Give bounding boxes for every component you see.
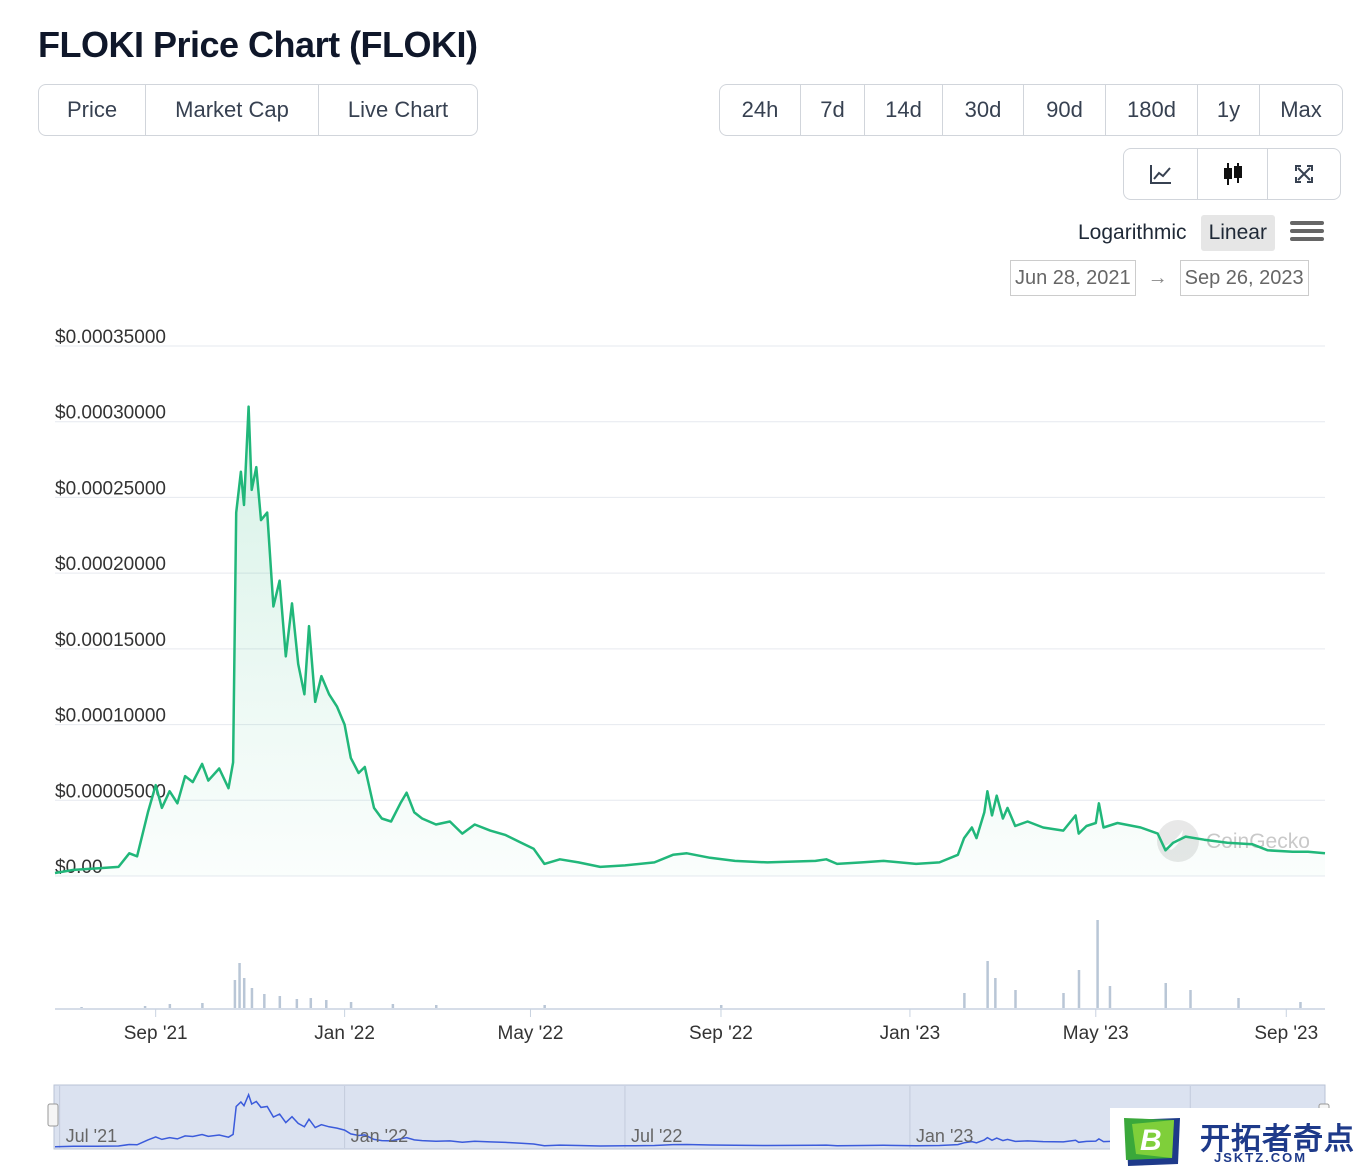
volume-bar	[250, 988, 254, 1008]
y-tick-label: $0.00005000	[55, 781, 166, 802]
y-tick-label: $0.00020000	[55, 554, 166, 575]
range-90d[interactable]: 90d	[1024, 85, 1106, 135]
volume-bar	[963, 993, 966, 1008]
date-to-input[interactable]: Sep 26, 2023	[1179, 260, 1309, 296]
y-tick-label: $0.00035000	[55, 327, 166, 348]
volume-bar	[391, 1004, 395, 1008]
x-tick-label: Jan '23	[880, 1023, 941, 1044]
tab-price[interactable]: Price	[39, 85, 146, 135]
range-30d[interactable]: 30d	[943, 85, 1024, 135]
x-tick-label: Jan '22	[314, 1023, 375, 1044]
linear-button[interactable]: Linear	[1200, 215, 1275, 251]
page-title: FLOKI Price Chart (FLOKI)	[38, 24, 478, 65]
volume-bar	[986, 961, 989, 1008]
watermark-text: CoinGecko	[1206, 830, 1310, 853]
line-chart-icon	[1149, 165, 1171, 184]
y-tick-label: $0.00	[55, 857, 103, 878]
volume-bar	[1108, 986, 1112, 1008]
logo-text-en: JSKTZ.COM	[1214, 1150, 1308, 1165]
hamburger-menu-icon[interactable]	[1290, 218, 1324, 248]
volume-bar	[1189, 990, 1192, 1008]
x-tick-label: May '23	[1063, 1023, 1129, 1044]
navigator-label: Jul '21	[66, 1126, 117, 1146]
navigator-label: Jul '22	[631, 1126, 682, 1146]
volume-bar	[994, 978, 997, 1008]
volume-bar	[278, 996, 282, 1008]
logarithmic-button[interactable]: Logarithmic	[1078, 221, 1187, 244]
y-tick-label: $0.00010000	[55, 706, 166, 727]
logo-b-icon: B	[1124, 1118, 1180, 1166]
volume-bar	[719, 1005, 723, 1008]
volume-bar	[1164, 983, 1167, 1008]
coingecko-watermark: CoinGecko	[1157, 820, 1310, 862]
jsktz-logo: B 开拓者奇点 JSKTZ.COM	[1110, 1108, 1362, 1170]
fullscreen-button[interactable]	[1268, 149, 1340, 199]
y-tick-label: $0.00025000	[55, 478, 166, 499]
volume-bar	[233, 980, 237, 1008]
volume-bar	[263, 994, 266, 1008]
y-axis-labels: $0.00 $0.00005000 $0.00010000 $0.00015000 $0…	[55, 327, 166, 878]
logo-mark-letter: B	[1140, 1124, 1162, 1157]
range-7d[interactable]: 7d	[801, 85, 865, 135]
volume-bar	[238, 963, 241, 1008]
range-14d[interactable]: 14d	[865, 85, 943, 135]
candlestick-icon	[1223, 163, 1242, 185]
volume-bar	[435, 1005, 438, 1008]
volume-bar	[1014, 990, 1017, 1008]
chart-mode-selector	[1123, 148, 1341, 200]
range-24h[interactable]: 24h	[720, 85, 801, 135]
volume-bar	[309, 998, 313, 1008]
range-max[interactable]: Max	[1280, 97, 1322, 122]
fullscreen-icon	[1295, 165, 1313, 183]
volume-bar	[1299, 1002, 1302, 1008]
volume-bar	[143, 1006, 147, 1008]
x-tick-label: May '22	[498, 1023, 564, 1044]
logo-text-cn: 开拓者奇点	[1200, 1122, 1355, 1157]
navigator-labels: Jul '21 Jan '22 Jul '22 Jan '23	[66, 1126, 974, 1146]
volume-bars	[80, 920, 1302, 1008]
price-line	[54, 405, 1326, 875]
volume-bar	[543, 1005, 546, 1008]
navigator-label: Jan '23	[916, 1126, 973, 1146]
volume-bar	[325, 1000, 328, 1008]
line-chart-button[interactable]	[1124, 149, 1198, 199]
volume-bar	[1096, 920, 1099, 1008]
volume-bar	[242, 978, 246, 1008]
x-tick-label: Sep '21	[124, 1023, 188, 1044]
candlestick-button[interactable]	[1198, 149, 1268, 199]
navigator-label: Jan '22	[351, 1126, 408, 1146]
volume-bar	[1062, 993, 1065, 1008]
time-range-selector: 24h 7d 14d 30d 90d 180d 1y Max	[719, 84, 1343, 136]
volume-bar	[349, 1002, 353, 1008]
navigator-left-handle[interactable]	[47, 1103, 59, 1127]
x-tick-label: Sep '22	[689, 1023, 753, 1044]
volume-bar	[1237, 998, 1240, 1008]
volume-bar	[1077, 970, 1081, 1008]
scale-toggle: Logarithmic Linear	[1070, 214, 1275, 252]
volume-bar	[295, 999, 299, 1008]
x-tick-label: Sep '23	[1254, 1023, 1318, 1044]
price-area-fill	[55, 406, 1325, 876]
tab-market-cap[interactable]: Market Cap	[146, 85, 319, 135]
volume-bar	[80, 1007, 83, 1008]
date-arrow-icon: →	[1147, 266, 1168, 289]
date-from-input[interactable]: Jun 28, 2021	[1010, 260, 1136, 296]
tab-live-chart[interactable]: Live Chart	[347, 97, 449, 122]
range-180d[interactable]: 180d	[1106, 85, 1198, 135]
navigator-gridlines	[59, 1086, 1191, 1148]
volume-bar	[201, 1003, 204, 1008]
x-axis-labels: Sep '21 Jan '22 May '22 Sep '22 Jan '23 May '…	[124, 1009, 1318, 1044]
gridlines	[55, 345, 1325, 877]
y-tick-label: $0.00030000	[55, 403, 166, 424]
y-tick-label: $0.00015000	[55, 630, 166, 651]
volume-bar	[168, 1004, 172, 1008]
range-1y[interactable]: 1y	[1198, 85, 1260, 135]
chart-type-tabs: Price Market Cap Live Chart	[38, 84, 478, 136]
date-range-inputs: Jun 28, 2021 → Sep 26, 2023	[1010, 260, 1309, 296]
